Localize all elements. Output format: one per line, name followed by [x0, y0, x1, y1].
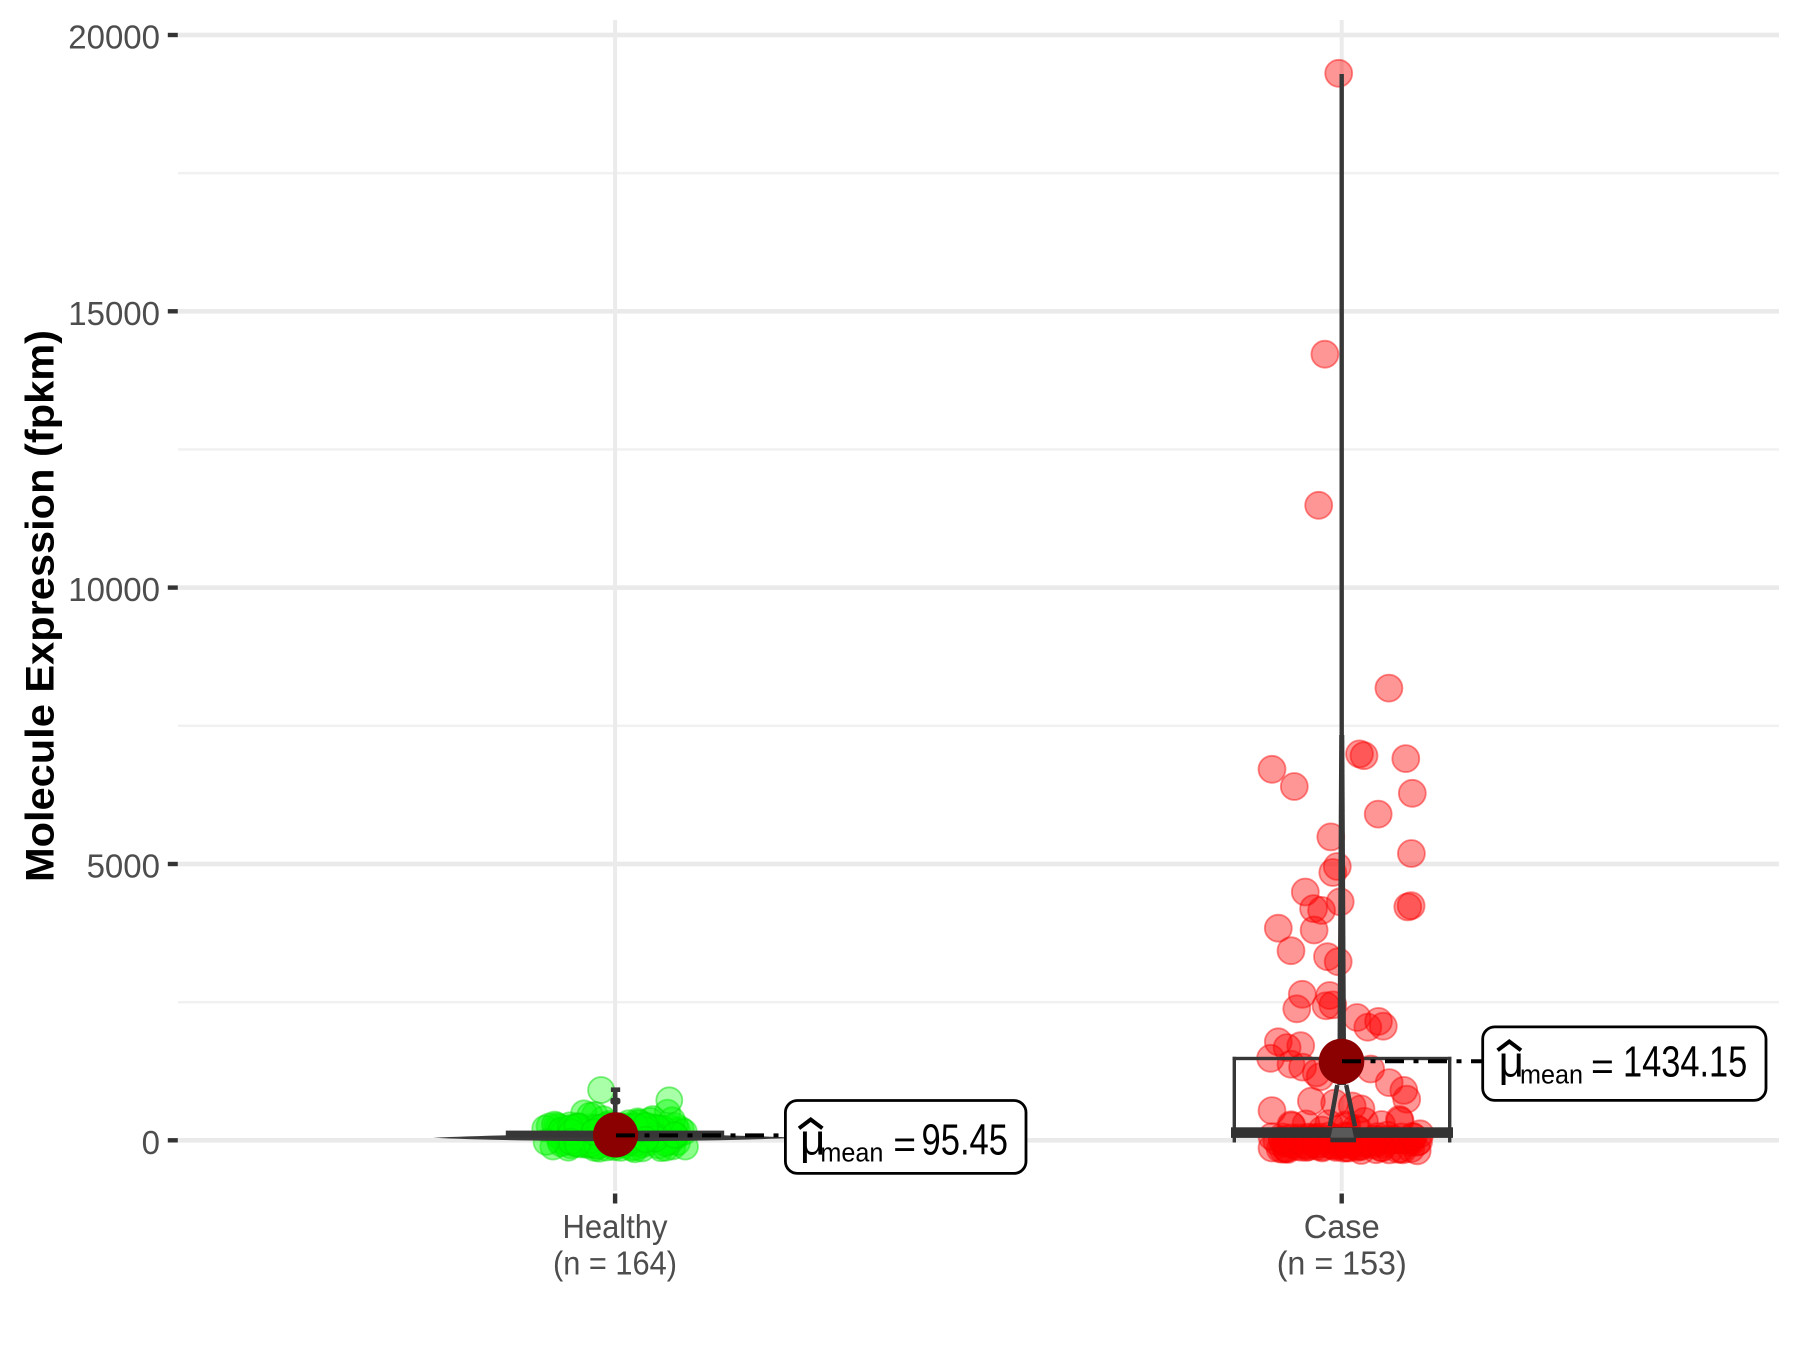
svg-text:1434.15: 1434.15	[1623, 1038, 1747, 1087]
svg-text:15000: 15000	[68, 295, 160, 332]
svg-text:20000: 20000	[68, 19, 160, 56]
svg-text:μ: μ	[1499, 1038, 1524, 1087]
svg-text:95.45: 95.45	[922, 1116, 1009, 1165]
svg-text:mean: mean	[1520, 1060, 1583, 1090]
svg-text:=: =	[893, 1124, 916, 1167]
svg-text:0: 0	[142, 1124, 160, 1161]
svg-text:mean: mean	[820, 1138, 883, 1168]
svg-text:Molecule Expression (fpkm): Molecule Expression (fpkm)	[19, 330, 63, 882]
svg-text:5000: 5000	[87, 848, 160, 885]
svg-text:(n = 164): (n = 164)	[553, 1245, 677, 1282]
svg-text:10000: 10000	[68, 571, 160, 608]
svg-text:=: =	[1591, 1046, 1614, 1089]
svg-text:Case: Case	[1304, 1208, 1380, 1245]
svg-text:(n = 153): (n = 153)	[1277, 1245, 1407, 1282]
svg-text:Healthy: Healthy	[563, 1208, 668, 1245]
svg-text:μ: μ	[800, 1116, 825, 1165]
